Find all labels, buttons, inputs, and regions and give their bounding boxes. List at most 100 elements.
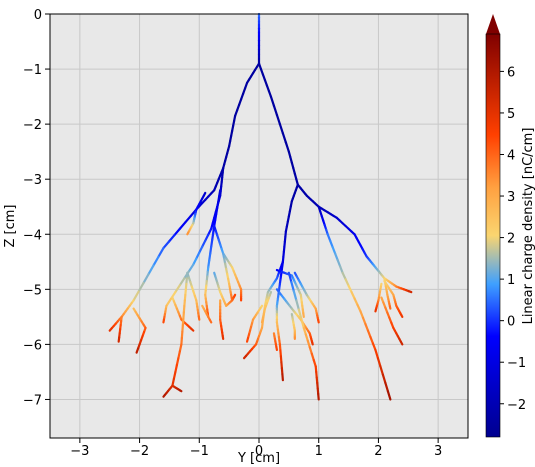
branch-segment	[329, 239, 334, 249]
branch-segment	[269, 95, 276, 107]
y-tick-label: −2	[23, 118, 42, 133]
branch-segment	[178, 277, 186, 287]
discharge-branch	[245, 304, 264, 343]
branch-segment	[162, 240, 171, 250]
branch-segment	[339, 265, 344, 274]
discharge-branch	[132, 307, 147, 354]
branch-segment	[304, 333, 309, 342]
branch-segment	[165, 297, 173, 307]
x-tick-label: 0	[255, 444, 263, 459]
branch-segment	[287, 271, 293, 284]
branch-segment	[195, 251, 201, 260]
branch-segment	[371, 342, 377, 351]
x-tick-label: −1	[190, 444, 209, 459]
discharge-branch	[317, 205, 392, 401]
branch-segment	[177, 350, 181, 360]
branch-segment	[201, 239, 207, 248]
colorbar-tick-label: 6	[507, 65, 515, 80]
x-tick-label: 2	[374, 444, 382, 459]
colorbar-tick-label: 1	[507, 273, 515, 288]
branch-segment	[376, 357, 382, 368]
y-tick-label: −3	[23, 173, 42, 188]
branch-segment	[132, 290, 140, 302]
branch-segment	[281, 132, 287, 144]
branch-segment	[208, 318, 213, 324]
colorbar-tick-label: 3	[507, 190, 515, 205]
branch-segment	[306, 339, 311, 349]
branch-segment	[210, 238, 214, 248]
branch-segment	[295, 299, 300, 311]
colorbar-tick-label: −2	[507, 398, 526, 413]
branch-segment	[341, 271, 347, 281]
branch-segment	[312, 358, 317, 368]
branch-segment	[347, 284, 353, 294]
x-axis-title: Y [cm]	[237, 451, 280, 466]
branch-segment	[350, 290, 356, 300]
branch-segment	[381, 373, 387, 385]
discharge-branch	[374, 282, 383, 313]
branch-segment	[167, 234, 176, 243]
colorbar-tick-label: −1	[507, 356, 526, 371]
colorbar-title: Linear charge density [nC/cm]	[521, 128, 535, 325]
discharge-branch	[293, 271, 320, 324]
branch-segment	[308, 346, 313, 355]
branch-segment	[344, 278, 350, 287]
y-axis-title: Z [cm]	[3, 205, 18, 248]
discharge-branch	[201, 304, 213, 324]
branch-segment	[242, 354, 248, 360]
discharge-branch	[257, 62, 299, 186]
branch-segment	[190, 327, 195, 332]
branch-segment	[292, 290, 298, 302]
x-tick-label: −3	[70, 444, 89, 459]
branch-segment	[353, 297, 359, 307]
branch-segment	[207, 227, 213, 236]
branch-segment	[209, 245, 213, 255]
branch-segment	[157, 246, 165, 258]
discharge-branch	[222, 252, 243, 302]
branch-segment	[186, 231, 190, 236]
branch-segment	[192, 257, 198, 266]
y-tick-label: −6	[23, 338, 42, 353]
branch-segment	[399, 340, 404, 346]
discharge-branch	[287, 271, 320, 401]
branch-segment	[207, 259, 211, 269]
colorbar-tick-label: 2	[507, 232, 515, 247]
discharge-branch	[171, 384, 183, 393]
colorbar-extend-arrow	[486, 14, 500, 34]
branch-segment	[272, 104, 279, 117]
x-tick-label: 3	[434, 444, 442, 459]
branch-segment	[379, 365, 385, 376]
branch-segment	[336, 258, 342, 268]
discharge-branch	[186, 191, 207, 236]
branch-segment	[147, 264, 155, 276]
branch-segment	[356, 303, 362, 313]
discharge-branch	[162, 271, 189, 398]
discharge-branches	[108, 12, 413, 401]
branch-segment	[400, 313, 404, 318]
branch-segment	[152, 255, 160, 267]
branch-segment	[364, 323, 370, 332]
colorbar	[485, 33, 501, 438]
branch-segment	[211, 231, 215, 241]
discharge-branch	[117, 315, 123, 343]
discharge-branch	[383, 279, 404, 318]
discharge-branch	[272, 332, 279, 351]
branch-segment	[300, 317, 305, 329]
branch-segment	[204, 233, 210, 242]
branch-segment	[310, 352, 315, 362]
discharge-branch	[260, 290, 273, 324]
y-tick-label: 0	[34, 8, 42, 23]
branch-segment	[297, 308, 303, 320]
branch-segment	[178, 343, 183, 353]
branch-segment	[135, 347, 140, 354]
branch-segment	[359, 310, 365, 319]
branch-segment	[278, 123, 284, 135]
branch-segment	[245, 336, 250, 343]
branch-segment	[108, 327, 113, 332]
x-tick-label: −2	[130, 444, 149, 459]
discharge-branch	[219, 299, 225, 340]
branch-segment	[137, 281, 145, 293]
branch-segment	[374, 348, 380, 360]
discharge-branch	[380, 296, 404, 346]
